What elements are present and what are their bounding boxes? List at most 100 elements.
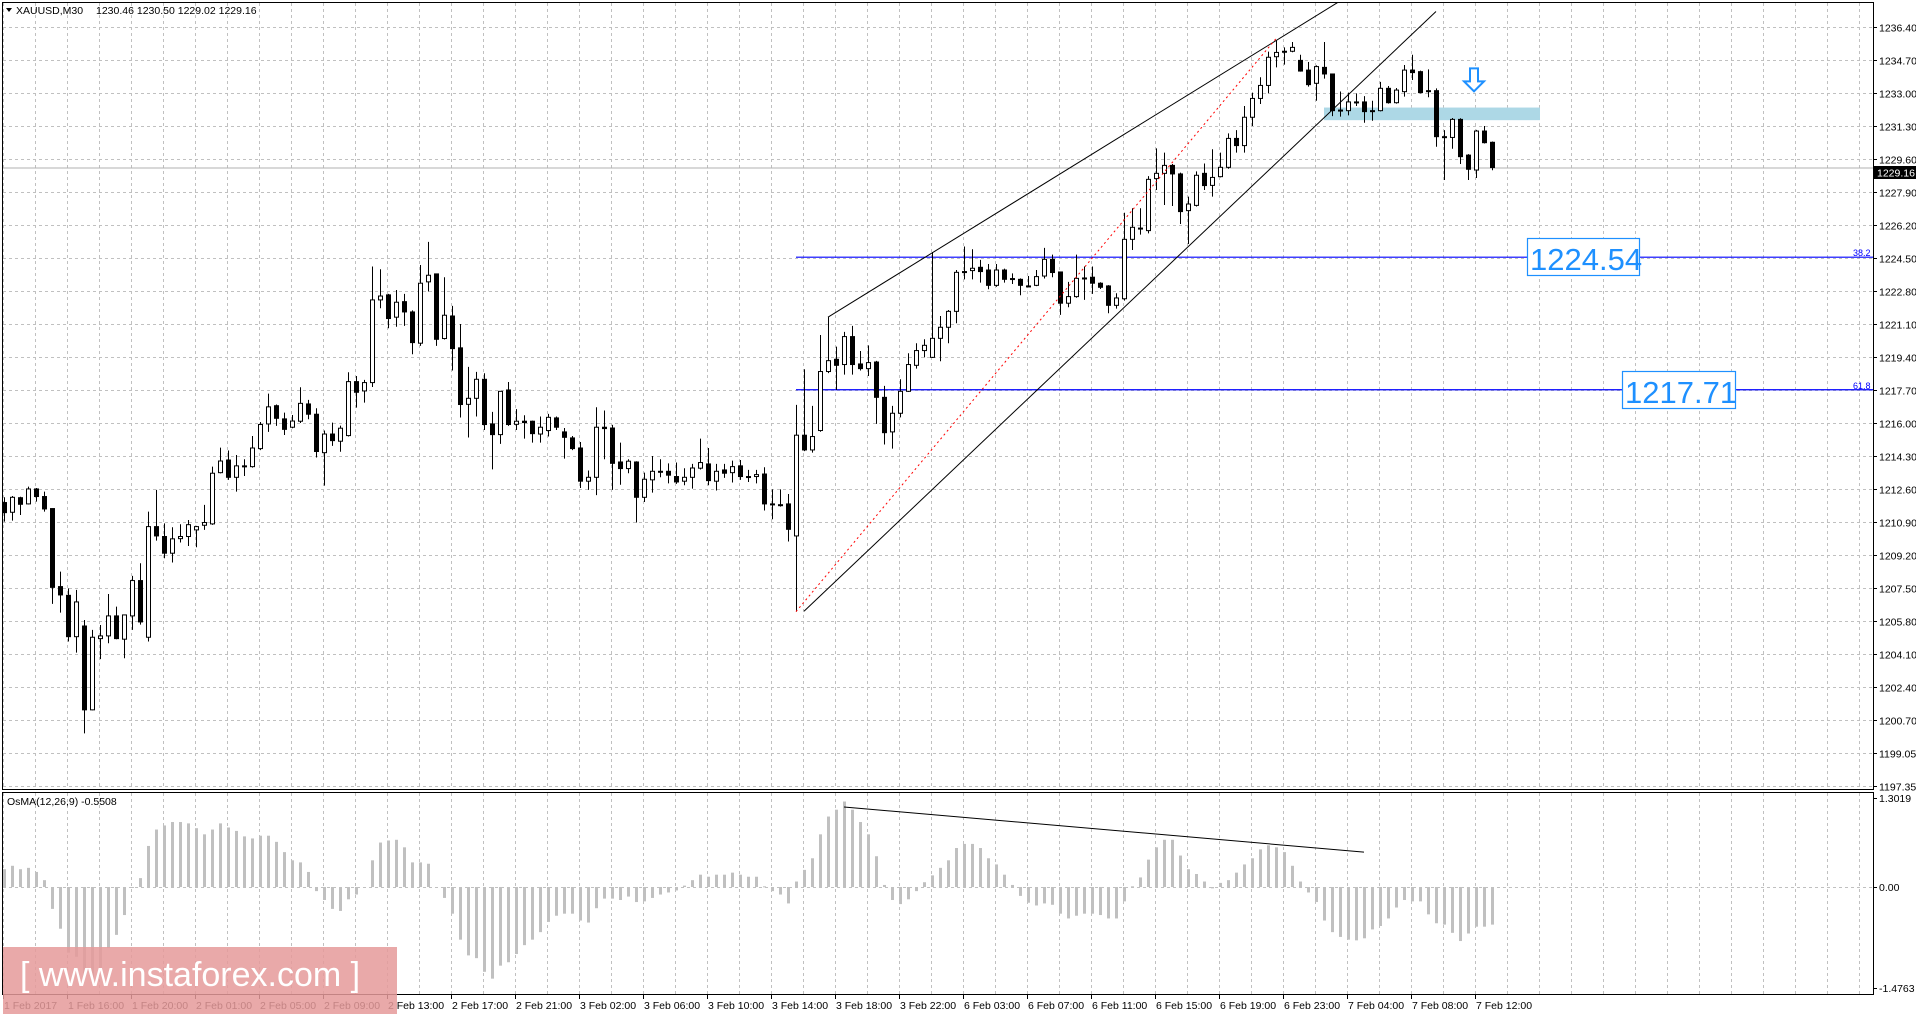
osma-bar	[227, 827, 230, 887]
candle-bearish	[434, 273, 439, 340]
osma-bar	[323, 887, 326, 900]
channel-lower-line	[803, 11, 1437, 612]
osma-bar	[1267, 845, 1270, 887]
osma-bar	[1235, 872, 1238, 887]
osma-bar	[1011, 884, 1014, 887]
candle-bullish	[1258, 84, 1263, 99]
candle-bearish	[1050, 258, 1055, 274]
osma-bar	[155, 829, 158, 887]
osma-bar	[1379, 887, 1382, 926]
osma-bar	[11, 865, 14, 887]
fib-price-61: 1217.71	[1625, 375, 1737, 410]
osma-bar	[1299, 881, 1302, 887]
osma-bar	[1139, 877, 1142, 887]
time-tick-label: 3 Feb 14:00	[772, 1000, 828, 1012]
osma-bar	[1371, 887, 1374, 930]
osma-bar	[19, 869, 22, 887]
candle-bearish	[674, 476, 679, 483]
candle-bearish	[1018, 278, 1023, 286]
indicator-tick-label: 0.00	[1879, 882, 1900, 894]
osma-bar	[1131, 886, 1134, 888]
chart-header[interactable]: XAUUSD,M30 1230.46 1230.50 1229.02 1229.…	[6, 5, 257, 17]
candle-bullish	[194, 526, 199, 531]
candle-bearish	[450, 315, 455, 350]
osma-bar	[635, 887, 638, 903]
osma-bar	[1427, 887, 1430, 915]
osma-bar	[963, 843, 966, 887]
price-tick-label: 1233.00	[1879, 89, 1916, 101]
candle-bearish	[458, 347, 463, 406]
osma-bar	[1323, 887, 1326, 921]
candle-bearish	[1106, 285, 1111, 306]
price-tick-label: 1227.90	[1879, 188, 1916, 200]
osma-bar	[851, 809, 854, 887]
price-tick-label: 1205.80	[1879, 617, 1916, 629]
candle-bullish	[1074, 277, 1079, 298]
candle-bullish	[770, 503, 775, 506]
candle-bearish	[226, 459, 231, 478]
osma-bar	[387, 840, 390, 887]
osma-bar	[451, 887, 454, 914]
candle-bullish	[74, 601, 79, 638]
triangle-down-icon[interactable]	[6, 8, 12, 12]
indicator-tick-label: -1.4763	[1879, 983, 1915, 995]
osma-bar	[379, 842, 382, 887]
price-tick-label: 1204.10	[1879, 650, 1916, 662]
osma-bar	[187, 823, 190, 887]
osma-bar	[299, 862, 302, 887]
candle-bullish	[730, 466, 735, 474]
osma-bar	[275, 841, 278, 887]
candle-bullish	[658, 470, 663, 473]
osma-bar	[1275, 847, 1278, 887]
osma-bar	[747, 876, 750, 887]
fib-label-61[interactable]: 1217.71 61.8	[1621, 370, 1871, 411]
osma-bar	[795, 881, 798, 887]
candle-bearish	[1058, 271, 1063, 304]
price-tick-label: 1222.80	[1879, 287, 1916, 299]
candle-bearish	[354, 381, 359, 393]
candle-bullish	[586, 476, 591, 482]
osma-bar	[755, 876, 758, 887]
osma-bar	[1475, 887, 1478, 927]
osma-bar	[555, 887, 558, 916]
candle-bullish	[1314, 66, 1319, 84]
candle-bearish	[18, 497, 23, 505]
osma-bar	[867, 834, 870, 887]
osma-bar	[531, 887, 534, 940]
candle-bearish	[802, 434, 807, 451]
candle-bullish	[1274, 51, 1279, 58]
osma-bar	[971, 843, 974, 887]
price-tick-label: 1236.40	[1879, 23, 1916, 35]
candle-bullish	[1450, 118, 1455, 138]
candle-bearish	[1090, 276, 1095, 284]
candle-bullish	[1138, 227, 1143, 230]
fib-label-38[interactable]: 1224.54 38.2	[1526, 237, 1871, 278]
candle-bearish	[1410, 69, 1415, 74]
trendlines[interactable]	[795, 0, 1487, 612]
candle-bullish	[914, 350, 919, 366]
candle-bullish	[442, 314, 447, 340]
candle-bearish	[1002, 269, 1007, 280]
osma-bar	[291, 860, 294, 887]
osma-bar	[739, 874, 742, 887]
osma-bar	[843, 801, 846, 887]
candle-bullish	[170, 538, 175, 554]
osma-bar	[131, 887, 134, 888]
candle-bullish	[1378, 87, 1383, 112]
time-tick-label: 2 Feb 17:00	[452, 1000, 508, 1012]
candle-bullish	[922, 344, 927, 352]
osma-bar	[1315, 887, 1318, 903]
osma-bar	[667, 887, 670, 893]
fib-price-38: 1224.54	[1530, 242, 1642, 277]
candle-bearish	[602, 426, 607, 430]
candle-bearish	[42, 496, 47, 510]
osma-bar	[235, 830, 238, 887]
osma-bar	[1147, 859, 1150, 887]
osma-bar	[59, 887, 62, 929]
osma-bar	[691, 880, 694, 887]
candle-bearish	[986, 269, 991, 286]
time-tick-label: 6 Feb 07:00	[1028, 1000, 1084, 1012]
candle-bearish	[274, 405, 279, 419]
candle-bearish	[242, 465, 247, 468]
